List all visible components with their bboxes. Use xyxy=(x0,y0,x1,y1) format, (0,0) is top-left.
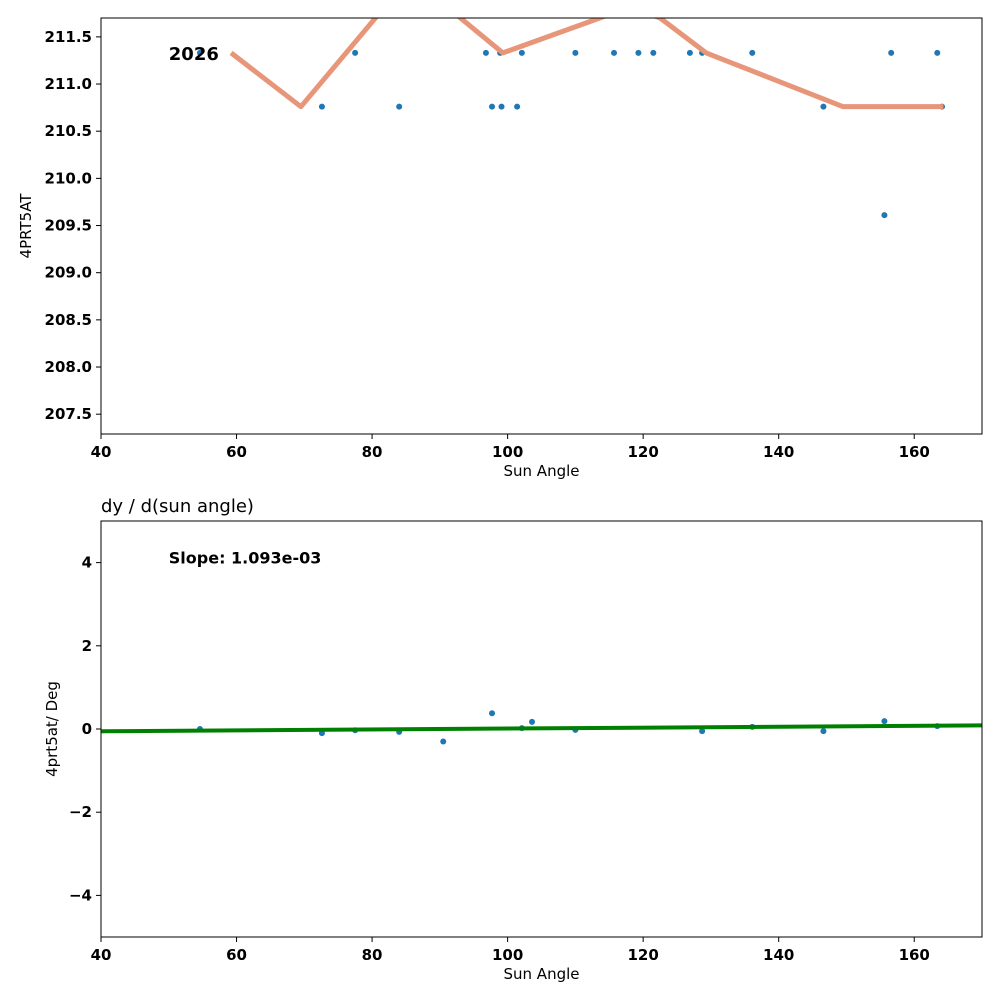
y-tick-label: 210.0 xyxy=(45,169,92,187)
data-point xyxy=(352,49,359,56)
x-tick-label: 120 xyxy=(627,946,658,964)
data-point xyxy=(572,49,579,56)
y-tick-label: 209.0 xyxy=(45,264,92,282)
data-point xyxy=(699,728,706,735)
y-tick-label: 208.0 xyxy=(45,358,92,376)
data-point xyxy=(881,718,888,725)
data-point xyxy=(196,49,203,56)
y-tick-label: 207.5 xyxy=(45,405,92,423)
y-axis-label: 4prt5at/ Deg xyxy=(43,681,61,777)
data-point xyxy=(686,49,693,56)
x-tick-label: 60 xyxy=(226,443,247,461)
x-tick-label: 160 xyxy=(899,946,930,964)
annotation: Slope: 1.093e-03 xyxy=(169,549,322,568)
y-tick-label: 4 xyxy=(82,554,92,572)
data-point xyxy=(749,49,756,56)
y-tick-label: 211.0 xyxy=(45,75,92,93)
data-point xyxy=(440,738,447,745)
bottom-chart: 40 60 80 100 120 140 160 −4 −2 0 2 4 Sun Angle 4prt5a… xyxy=(43,496,983,983)
data-point xyxy=(489,710,496,717)
data-point xyxy=(881,212,888,219)
y-tick-label: 208.5 xyxy=(45,311,92,329)
y-tick-label: 210.5 xyxy=(45,122,92,140)
x-tick-label: 140 xyxy=(763,946,794,964)
data-point xyxy=(934,49,941,56)
data-point xyxy=(888,49,895,56)
x-tick-label: 140 xyxy=(763,443,794,461)
trend-line xyxy=(229,18,944,110)
data-point xyxy=(529,718,536,725)
data-point xyxy=(650,49,657,56)
data-point xyxy=(820,728,827,735)
chart-title: dy / d(sun angle) xyxy=(101,496,254,517)
data-point xyxy=(611,49,618,56)
x-tick-label: 100 xyxy=(492,946,523,964)
y-tick-label: −2 xyxy=(69,803,92,821)
trend-line xyxy=(101,723,982,734)
plot-area xyxy=(196,18,946,219)
y-tick-label: 2 xyxy=(82,637,92,655)
y-tick-label: 211.5 xyxy=(45,28,92,46)
plot-area xyxy=(101,710,982,745)
x-axis-label: Sun Angle xyxy=(504,965,580,983)
x-tick-label: 80 xyxy=(362,946,383,964)
data-point xyxy=(482,49,489,56)
annotation: 2026 xyxy=(169,44,219,65)
y-tick-label: −4 xyxy=(69,886,92,904)
x-axis-label: Sun Angle xyxy=(504,462,580,480)
x-tick-label: 40 xyxy=(91,443,112,461)
data-point xyxy=(635,49,642,56)
x-tick-label: 80 xyxy=(362,443,383,461)
x-tick-label: 120 xyxy=(627,443,658,461)
axes-frame xyxy=(100,17,983,435)
y-axis-label: 4PRT5AT xyxy=(17,193,35,259)
data-point xyxy=(489,103,496,110)
data-point xyxy=(318,103,325,110)
data-point xyxy=(396,103,403,110)
y-tick-label: 0 xyxy=(82,720,92,738)
top-chart: 40 60 80 100 120 140 160 207.5 208.0 208.5 209.0 20… xyxy=(17,17,983,480)
y-tick-label: 209.5 xyxy=(45,217,92,235)
x-tick-label: 40 xyxy=(91,946,112,964)
data-point xyxy=(514,103,521,110)
x-tick-label: 60 xyxy=(226,946,247,964)
data-point xyxy=(498,103,505,110)
axes-frame xyxy=(100,520,983,938)
data-point xyxy=(820,103,827,110)
x-tick-label: 160 xyxy=(899,443,930,461)
data-point xyxy=(518,49,525,56)
x-tick-label: 100 xyxy=(492,443,523,461)
